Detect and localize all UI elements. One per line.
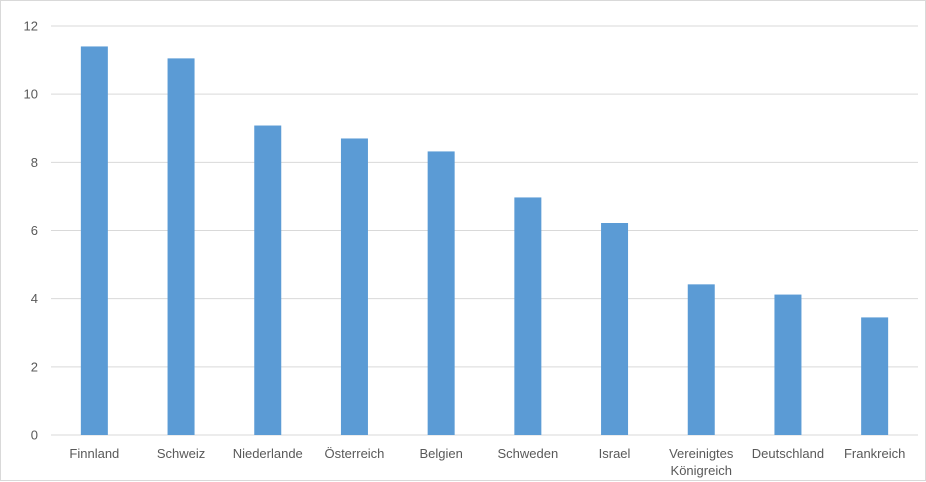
x-category-label: Frankreich xyxy=(844,446,905,461)
y-tick-label: 6 xyxy=(31,223,38,238)
y-tick-label: 0 xyxy=(31,428,38,443)
x-category-label: Belgien xyxy=(419,446,462,461)
bar xyxy=(861,317,889,435)
x-category-label: Finnland xyxy=(69,446,119,461)
x-category-label-line: Niederlande xyxy=(233,446,303,461)
y-tick-label: 4 xyxy=(31,291,38,306)
x-category-label: Deutschland xyxy=(752,446,824,461)
x-category-label-line: Belgien xyxy=(419,446,462,461)
x-category-label: Schweden xyxy=(497,446,558,461)
bar xyxy=(80,46,108,435)
x-category-label-line: Schweiz xyxy=(157,446,205,461)
x-category-label-line: Frankreich xyxy=(844,446,905,461)
x-category-label: Schweiz xyxy=(157,446,205,461)
x-category-label: Österreich xyxy=(324,446,384,461)
x-category-label-line: Finnland xyxy=(69,446,119,461)
bar xyxy=(427,151,455,435)
bar xyxy=(254,125,282,436)
bar xyxy=(514,197,542,435)
y-tick-label: 8 xyxy=(31,155,38,170)
y-tick-label: 2 xyxy=(31,359,38,374)
x-category-label-line: Vereinigtes xyxy=(669,446,734,461)
x-category-label-line: Deutschland xyxy=(752,446,824,461)
bar xyxy=(601,223,629,435)
x-category-label: Israel xyxy=(599,446,631,461)
bar xyxy=(340,138,368,435)
x-category-label-line: Schweden xyxy=(497,446,558,461)
bar xyxy=(167,58,195,436)
x-category-label: Niederlande xyxy=(233,446,303,461)
y-tick-label: 12 xyxy=(24,19,38,34)
bar xyxy=(774,294,802,435)
y-tick-label: 10 xyxy=(24,87,38,102)
x-category-label-line: Israel xyxy=(599,446,631,461)
x-category-label-line: Königreich xyxy=(671,463,732,478)
x-category-label-line: Österreich xyxy=(324,446,384,461)
bar xyxy=(687,284,715,435)
x-category-label: Vereinigtes Königreich xyxy=(669,446,734,478)
